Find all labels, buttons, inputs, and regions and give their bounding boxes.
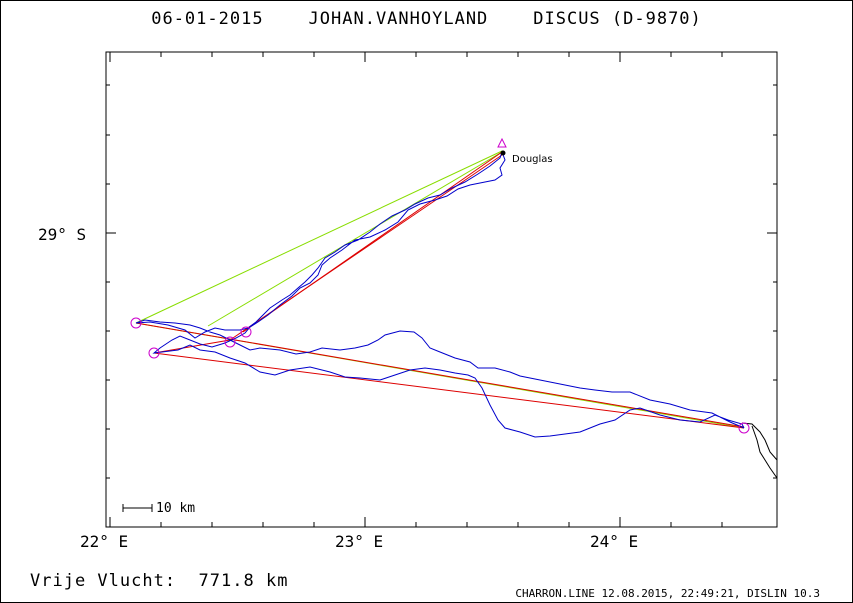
longitude-label-23: 23° E bbox=[335, 532, 384, 551]
longitude-label-24: 24° E bbox=[590, 532, 639, 551]
turnpoint-markers bbox=[130, 137, 750, 434]
map-border bbox=[105, 51, 778, 528]
distance-value: 771.8 km bbox=[198, 571, 289, 591]
glider-name: DISCUS (D-9870) bbox=[533, 9, 702, 29]
credit-line: CHARRON.LINE 12.08.2015, 22:49:21, DISLI… bbox=[515, 587, 820, 600]
bottom-ticks bbox=[109, 517, 723, 527]
top-ticks bbox=[109, 52, 723, 62]
task-lines bbox=[135, 151, 745, 429]
place-label: Douglas bbox=[512, 154, 553, 165]
flight-track bbox=[135, 151, 745, 438]
town-marker bbox=[500, 150, 506, 156]
boundary-line bbox=[741, 422, 778, 479]
distance-label: Vrije Vlucht: bbox=[30, 571, 177, 591]
pilot-name: JOHAN.VANHOYLAND bbox=[308, 9, 489, 29]
longitude-label-22: 22° E bbox=[80, 532, 129, 551]
distance-summary: Vrije Vlucht: 771.8 km bbox=[30, 571, 288, 591]
left-ticks bbox=[106, 84, 116, 479]
map-title: 06-01-2015 JOHAN.VANHOYLAND DISCUS (D-98… bbox=[0, 9, 853, 29]
scale-bar-label: 10 km bbox=[156, 501, 196, 516]
latitude-label: 29° S bbox=[38, 225, 87, 244]
flight-date: 06-01-2015 bbox=[151, 9, 264, 29]
right-ticks bbox=[767, 84, 777, 479]
leg-lines bbox=[135, 150, 745, 429]
scale-bar bbox=[122, 504, 153, 512]
